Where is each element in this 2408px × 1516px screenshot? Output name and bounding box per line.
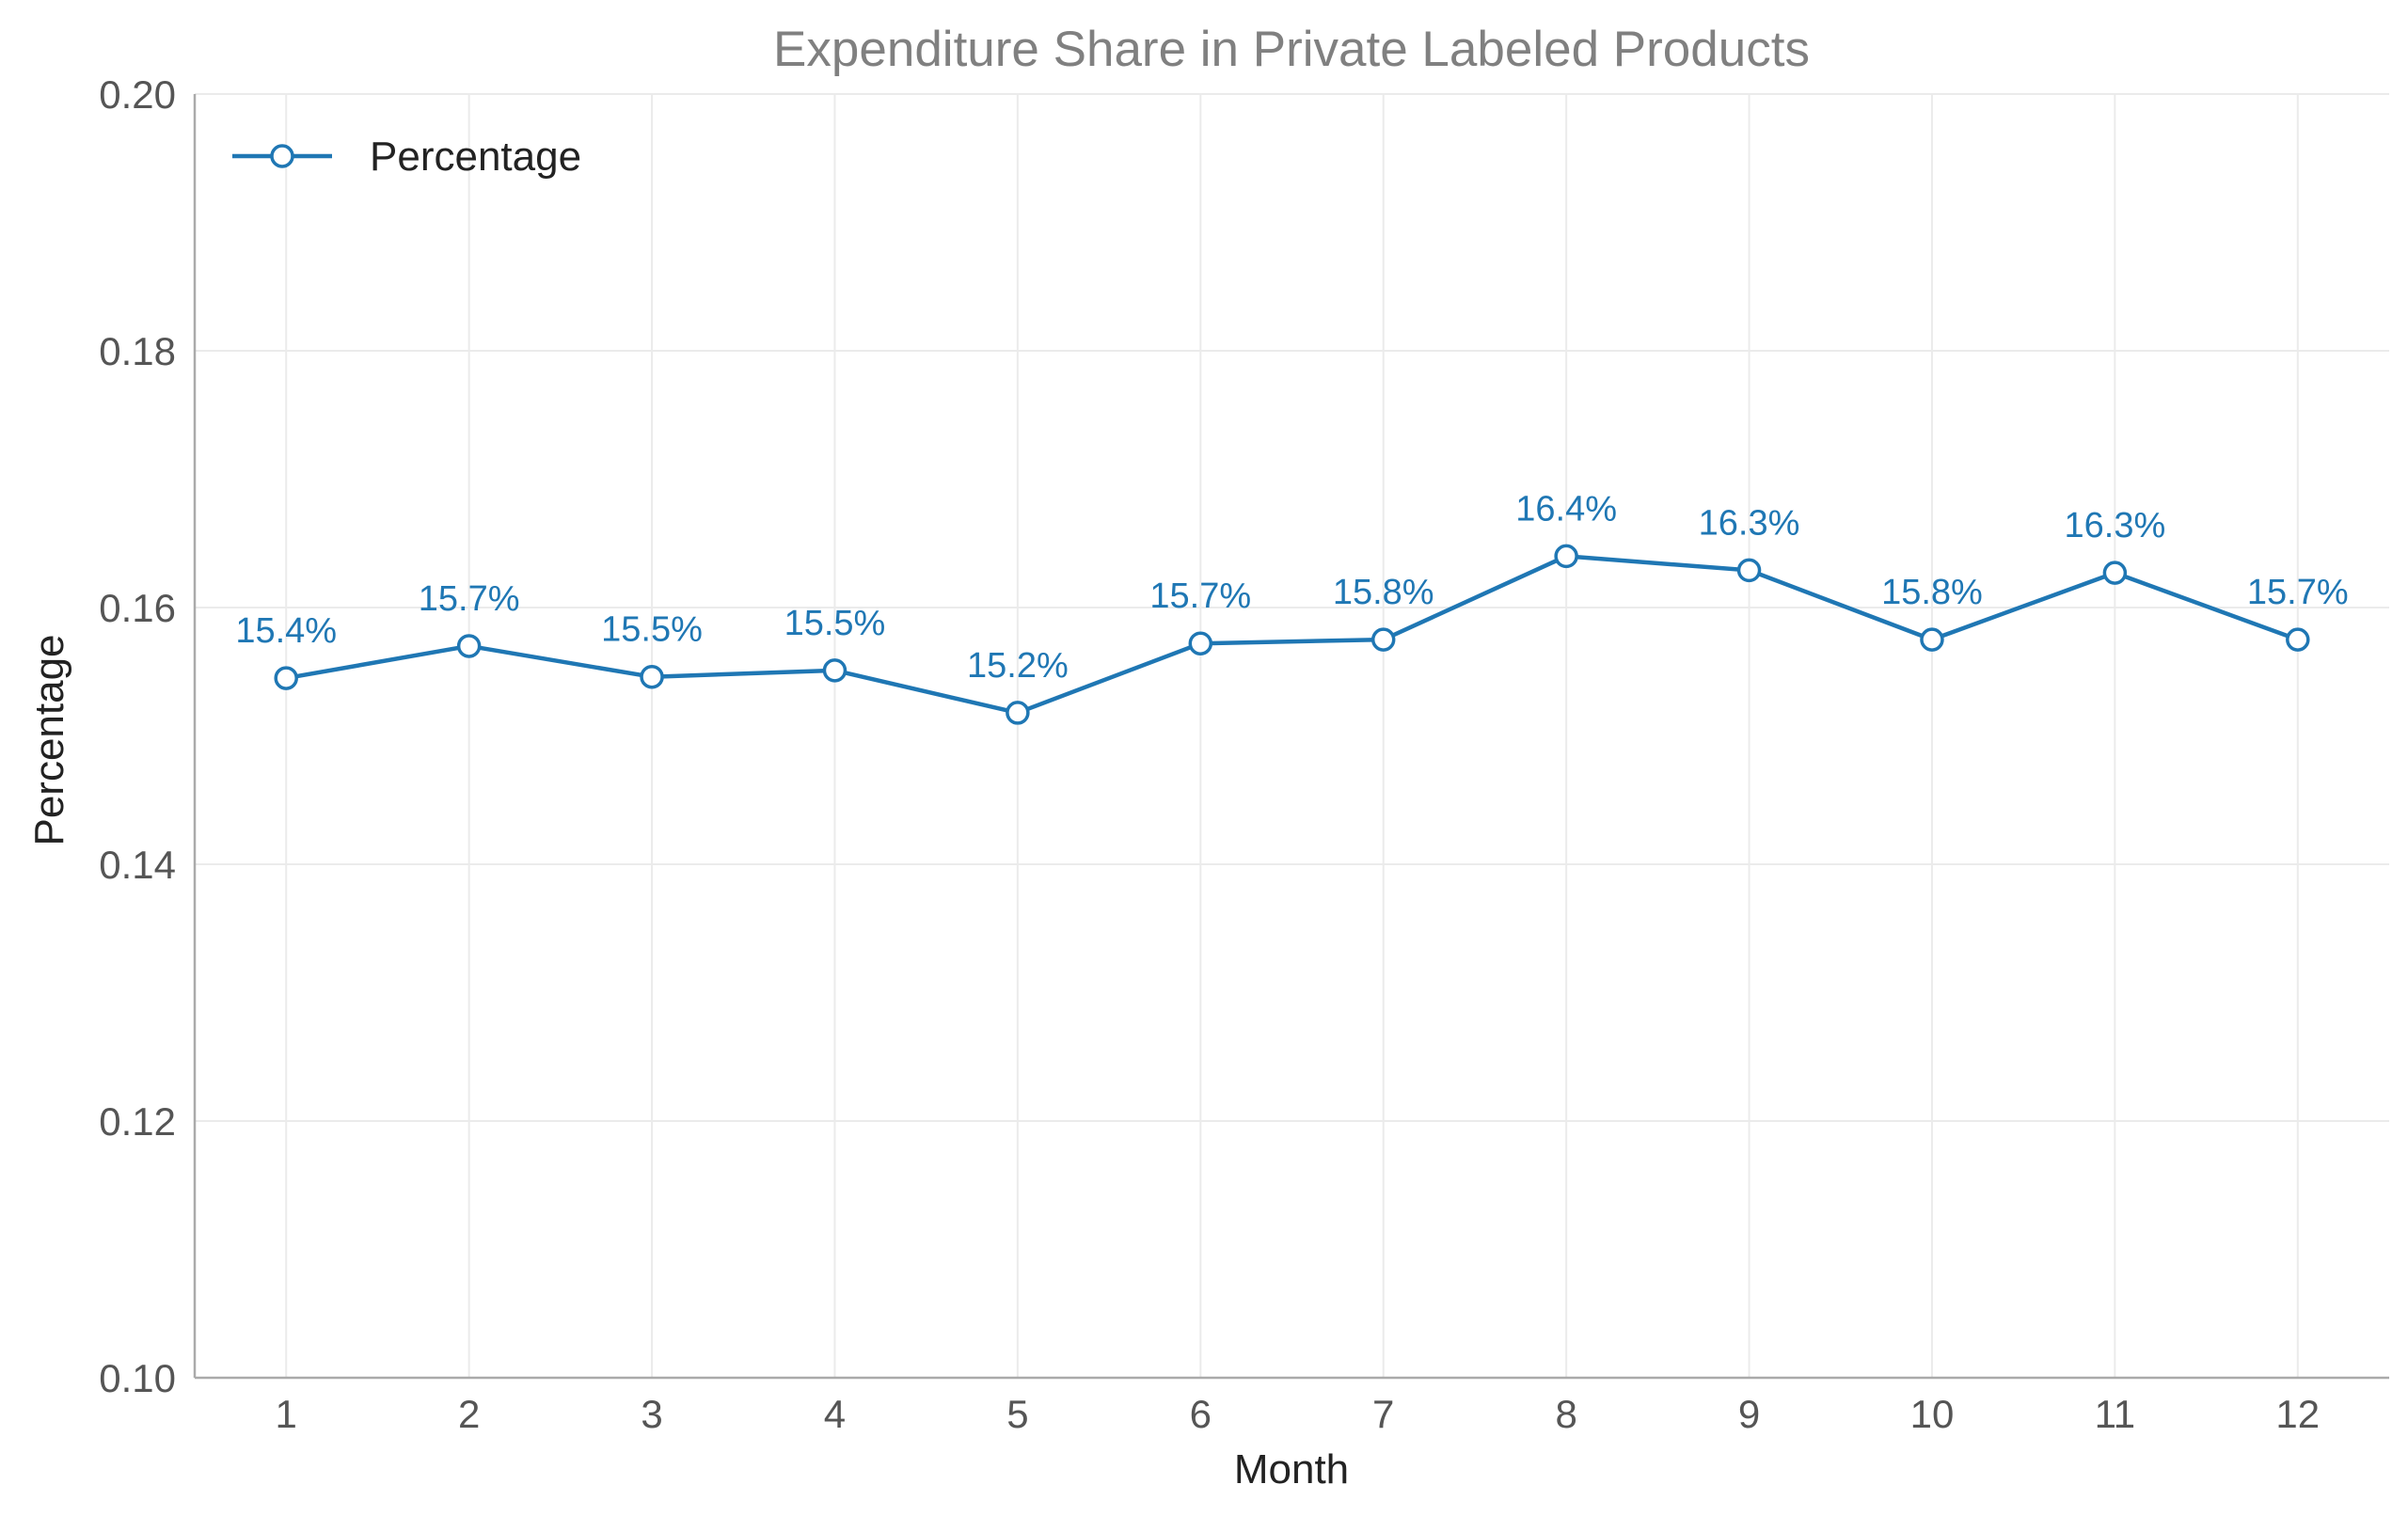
x-tick-label: 9: [1738, 1392, 1760, 1436]
data-point: [1370, 627, 1396, 652]
axes-spines: [193, 94, 2389, 1380]
x-tick-label: 7: [1372, 1392, 1394, 1436]
data-point: [1736, 558, 1762, 583]
chart-title: Expenditure Share in Private Labeled Pro…: [773, 22, 1810, 77]
x-tick-label: 10: [1910, 1392, 1955, 1436]
data-point: [822, 658, 848, 683]
series-percentage: [274, 544, 2310, 725]
x-tick-label: 5: [1006, 1392, 1028, 1436]
data-point: [2102, 561, 2128, 585]
legend-label: Percentage: [370, 134, 581, 180]
series-line: [285, 554, 2299, 716]
legend-marker-swatch: [270, 144, 294, 168]
data-label: 16.3%: [2065, 506, 2166, 545]
x-tick-label: 3: [641, 1392, 662, 1436]
data-label: 16.4%: [1515, 489, 1617, 529]
x-tick-label: 6: [1190, 1392, 1212, 1436]
data-point: [456, 634, 482, 658]
data-point: [1188, 631, 1213, 655]
x-tick-label: 4: [824, 1392, 846, 1436]
data-label: 15.7%: [419, 579, 520, 619]
x-tick-label: 1: [276, 1392, 297, 1436]
data-label: 15.8%: [1881, 573, 1983, 612]
y-axis-ticks: 0.10 0.12 0.14 0.16 0.18 0.20: [99, 72, 176, 1400]
x-axis-label: Month: [1234, 1446, 1349, 1492]
y-tick-label: 0.18: [99, 329, 176, 373]
data-label: 15.5%: [784, 604, 886, 643]
grid: [195, 93, 2389, 1379]
data-label: 15.5%: [601, 610, 703, 650]
data-label: 16.3%: [1699, 503, 1800, 543]
x-tick-label: 11: [2095, 1392, 2136, 1436]
data-point: [1554, 544, 1578, 569]
data-label: 15.8%: [1333, 573, 1434, 612]
y-tick-label: 0.20: [99, 72, 176, 117]
data-point: [1920, 627, 1944, 652]
y-tick-label: 0.14: [99, 843, 176, 887]
data-point: [2286, 627, 2310, 652]
y-tick-label: 0.16: [99, 586, 176, 630]
data-label: 15.7%: [1149, 576, 1251, 616]
x-tick-label: 8: [1555, 1392, 1576, 1436]
data-label: 15.7%: [2247, 573, 2349, 612]
legend: Percentage: [232, 134, 581, 180]
x-axis-ticks: 1 2 3 4 5 6 7 8 9 10 11 12: [276, 1392, 2321, 1436]
x-tick-label: 12: [2275, 1392, 2320, 1436]
y-tick-label: 0.12: [99, 1099, 176, 1144]
y-axis-label: Percentage: [26, 634, 72, 845]
data-point: [640, 664, 664, 689]
data-labels: 15.4% 15.7% 15.5% 15.5% 15.2% 15.7% 15.8% 16.4%…: [235, 489, 2348, 686]
data-point: [1006, 701, 1030, 725]
data-label: 15.2%: [967, 646, 1069, 686]
x-tick-label: 2: [458, 1392, 480, 1436]
y-tick-label: 0.10: [99, 1356, 176, 1400]
data-point: [274, 666, 298, 690]
data-label: 15.4%: [235, 611, 337, 651]
